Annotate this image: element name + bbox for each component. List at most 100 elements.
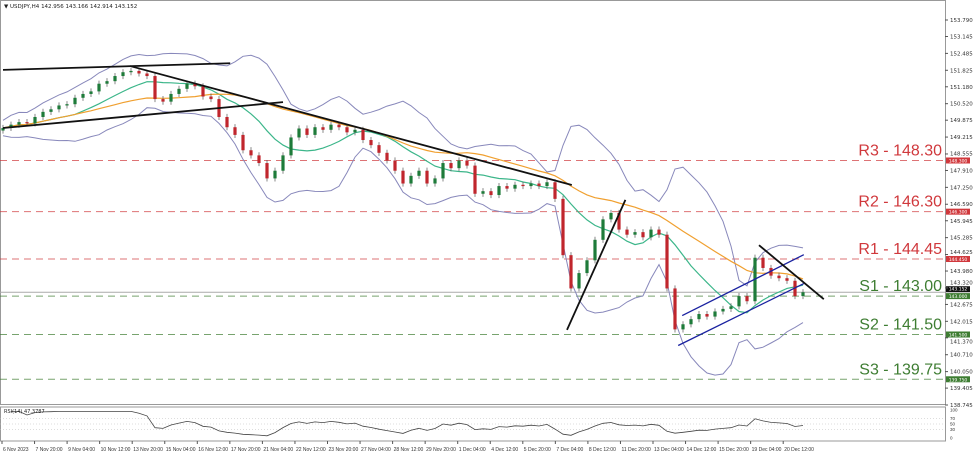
candle-bear (617, 212, 621, 230)
candle-bull (105, 81, 109, 84)
candle-bear (25, 122, 29, 124)
candle-bull (697, 314, 701, 320)
candle-bull (113, 76, 117, 82)
candle-bull (433, 178, 437, 184)
current-price-tag (946, 286, 970, 293)
trend-line (2, 62, 231, 71)
candle-bear (561, 198, 565, 256)
y-tick-label: 138.745 (950, 403, 973, 409)
candle-bear (745, 296, 749, 302)
x-tick-label: 5 Dec 20:00 (524, 447, 551, 453)
candle-bull (689, 319, 693, 325)
candle-bear (489, 191, 493, 196)
y-tick-label: 151.180 (950, 85, 973, 91)
candle-bull (353, 129, 357, 133)
rsi-tick-label: 100 (950, 408, 958, 413)
x-tick-label: 21 Nov 04:00 (263, 447, 293, 453)
y-tick-label: 148.555 (950, 152, 973, 158)
candle-bear (505, 186, 509, 189)
current-price-text: 143.152 (949, 287, 968, 293)
candle-bear (665, 234, 669, 289)
candle-bear (521, 184, 525, 187)
candle-bull (481, 191, 485, 194)
candle-bull (681, 324, 685, 330)
x-tick-label: 23 Nov 20:00 (329, 447, 359, 453)
x-tick-label: 13 Nov 20:00 (133, 447, 163, 453)
candle-bull (601, 219, 605, 240)
candle-bear (145, 73, 149, 77)
candle-bull (81, 93, 85, 98)
candle-bear (161, 99, 165, 102)
x-tick-label: 15 Nov 04:00 (166, 447, 196, 453)
candle-bull (649, 229, 653, 238)
candle-bull (1, 127, 5, 131)
bollinger-upper-band (2, 52, 804, 287)
candle-bull (121, 72, 125, 77)
candle-bull (177, 88, 181, 94)
x-tick-label: 29 Nov 20:00 (426, 447, 456, 453)
y-tick-label: 152.485 (950, 51, 973, 57)
y-tick-label: 142.675 (950, 302, 973, 308)
x-tick-label: 27 Nov 04:00 (361, 447, 391, 453)
candle-bull (585, 260, 589, 274)
y-tick-label: 143.980 (950, 269, 973, 275)
price-tag-text: 148.300 (949, 158, 968, 164)
moving-average-fast (2, 81, 804, 314)
candle-bear (777, 275, 781, 279)
candle-bull (129, 70, 133, 73)
candle-bull (713, 311, 717, 317)
price-tag-resistance (946, 208, 970, 215)
y-tick-label: 149.215 (950, 135, 973, 141)
y-tick-label: 147.250 (950, 185, 973, 191)
x-tick-label: 28 Nov 12:00 (394, 447, 424, 453)
candle-bull (73, 97, 77, 105)
x-tick-label: 19 Dec 04:00 (752, 447, 782, 453)
candle-bull (33, 116, 37, 124)
level-label-support: S3 - 139.75 (859, 361, 942, 378)
candle-bear (137, 70, 141, 74)
candle-bear (761, 257, 765, 268)
x-tick-label: 14 Dec 12:00 (687, 447, 717, 453)
candle-bear (321, 127, 325, 130)
x-tick-label: 8 Dec 12:00 (589, 447, 616, 453)
y-tick-label: 150.520 (950, 102, 973, 108)
level-label-support: S2 - 141.50 (859, 316, 942, 333)
candle-bull (409, 175, 413, 184)
y-tick-label: 153.145 (950, 35, 973, 41)
x-tick-label: 13 Dec 04:00 (654, 447, 684, 453)
candle-bear (249, 150, 253, 156)
x-tick-label: 6 Nov 2023 (3, 447, 29, 453)
y-tick-label: 149.875 (950, 118, 973, 124)
y-tick-label: 142.015 (950, 319, 973, 325)
candle-bear (209, 96, 213, 100)
x-tick-label: 7 Dec 04:00 (556, 447, 583, 453)
candle-bull (737, 296, 741, 307)
candle-bear (569, 255, 573, 289)
rsi-line (11, 411, 804, 437)
rsi-tick-label: 50 (950, 422, 956, 427)
rsi-plot-area (0, 406, 946, 442)
x-tick-label: 11 Dec 20:00 (621, 447, 651, 453)
chart-header: ▼ USDJPY,H4 142.956 143.166 142.914 143.… (4, 4, 137, 10)
moving-average-slow (2, 93, 804, 280)
level-label-resistance: R2 - 146.30 (858, 194, 942, 211)
rsi-tick-label: 70 (950, 416, 956, 421)
candle-bull (289, 137, 293, 156)
collapse-triangle-icon[interactable]: ▼ (4, 4, 10, 10)
candle-bull (801, 292, 805, 297)
candle-bull (89, 91, 93, 94)
candle-bull (329, 124, 333, 130)
candle-bull (457, 160, 461, 169)
candle-bull (65, 104, 69, 106)
candle-bear (401, 170, 405, 184)
trend-line (129, 65, 573, 186)
candle-bull (609, 212, 613, 220)
x-tick-label: 22 Nov 12:00 (296, 447, 326, 453)
candle-bull (41, 111, 45, 117)
x-tick-label: 15 Dec 20:00 (719, 447, 749, 453)
candle-bull (721, 308, 725, 312)
candle-bear (257, 155, 261, 164)
y-tick-label: 140.710 (950, 353, 973, 359)
